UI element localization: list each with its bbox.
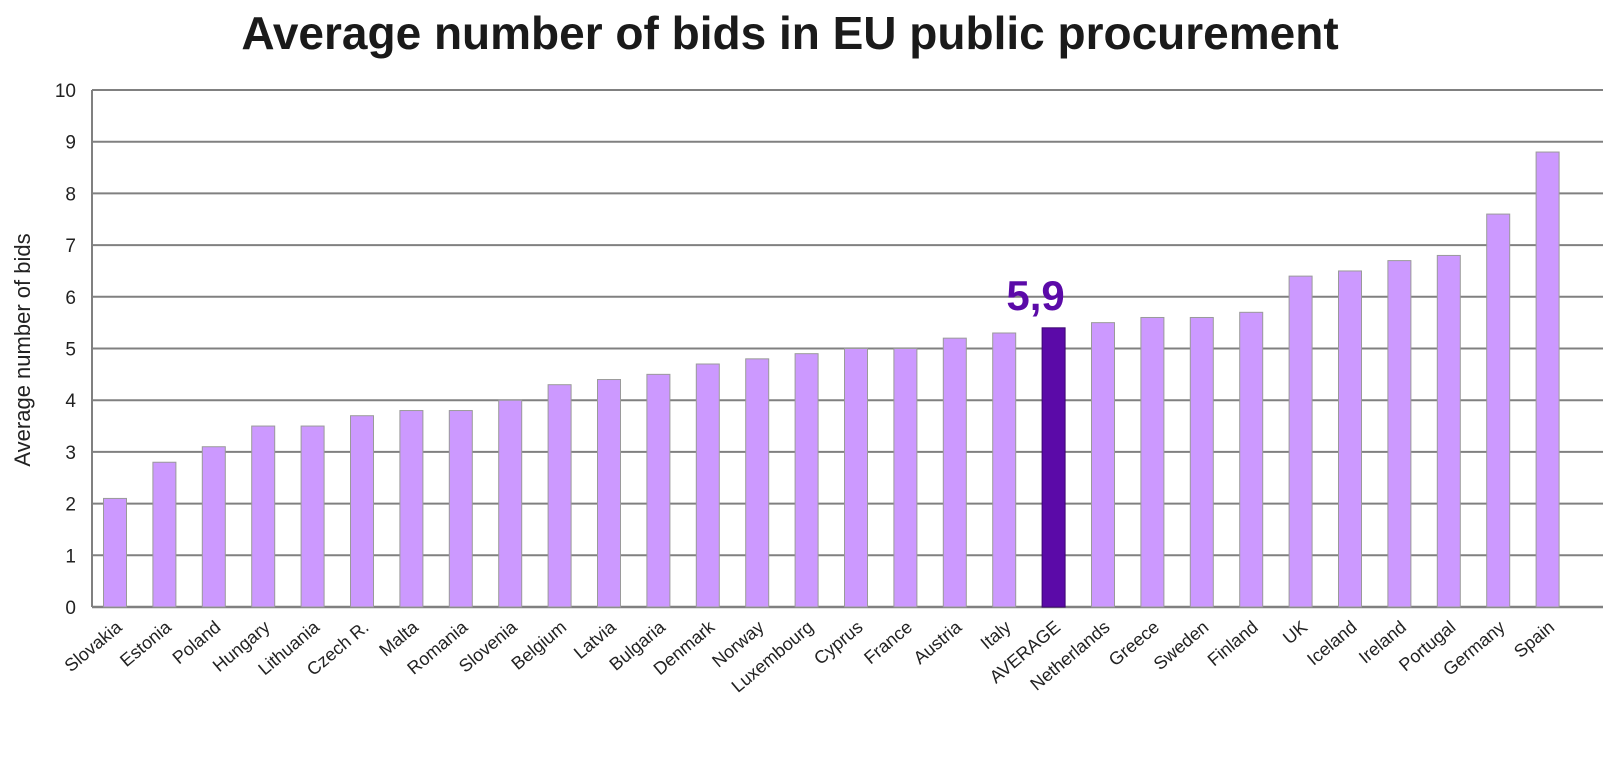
x-category-label: Italy: [977, 617, 1015, 654]
bar-latvia: [597, 379, 621, 608]
x-category-label: France: [860, 617, 916, 668]
bar-spain: [1535, 151, 1560, 608]
y-tick-label: 0: [65, 598, 76, 619]
x-category-label: Spain: [1510, 617, 1558, 662]
y-tick-label: 4: [65, 391, 76, 412]
x-category-label: Belgium: [507, 617, 570, 674]
bar-lithuania: [300, 425, 325, 608]
bar-slovakia: [103, 497, 127, 608]
x-category-label: Finland: [1204, 617, 1262, 670]
chart-title: Average number of bids in EU public proc…: [241, 7, 1339, 59]
y-tick-label: 7: [65, 236, 76, 257]
bar-denmark: [695, 363, 720, 608]
bar-cyprus: [844, 348, 868, 608]
bar-average: [1041, 327, 1066, 608]
y-tick-label: 9: [65, 133, 76, 154]
bar-malta: [399, 410, 424, 608]
bar-france: [893, 348, 918, 608]
bar-sweden: [1189, 316, 1214, 608]
x-category-label: Austria: [910, 616, 967, 668]
bar-uk: [1288, 275, 1313, 608]
x-category-label: Iceland: [1303, 617, 1360, 670]
y-tick-label: 10: [55, 81, 76, 102]
bar-romania: [448, 410, 473, 608]
x-category-label: UK: [1279, 617, 1311, 648]
bar-austria: [942, 337, 967, 608]
bar-luxembourg: [794, 353, 819, 608]
bar-greece: [1140, 316, 1165, 608]
y-tick-label: 3: [65, 443, 76, 464]
bar-italy: [992, 332, 1017, 608]
bar-belgium: [547, 384, 572, 608]
y-tick-label: 6: [65, 288, 76, 309]
bar-bulgaria: [646, 373, 671, 608]
bar-hungary: [251, 425, 276, 608]
x-category-label: Slovakia: [61, 616, 127, 676]
bars-layer: [103, 151, 1560, 608]
x-category-label: Estonia: [116, 616, 176, 671]
y-tick-label: 1: [65, 546, 76, 567]
bar-estonia: [152, 461, 177, 608]
y-tick-label: 5: [65, 340, 76, 361]
bar-germany: [1486, 213, 1511, 608]
average-annotation: 5,9: [1006, 272, 1064, 319]
bar-slovenia: [498, 399, 523, 608]
bar-poland: [201, 446, 226, 608]
bar-ireland: [1387, 260, 1412, 608]
bar-czech-r: [350, 415, 374, 608]
bar-iceland: [1338, 270, 1362, 608]
y-tick-label: 2: [65, 495, 76, 516]
bar-portugal: [1436, 254, 1461, 608]
x-category-labels: SlovakiaEstoniaPolandHungaryLithuaniaCze…: [61, 616, 1559, 696]
y-tick-labels: 0 1 2 3 4 5 6 7 8 9 10: [55, 81, 77, 619]
x-category-label: Cyprus: [810, 617, 867, 669]
y-tick-label: 8: [65, 184, 76, 205]
bar-netherlands: [1091, 322, 1115, 608]
x-category-label: Sweden: [1150, 617, 1213, 674]
bar-norway: [745, 358, 770, 608]
bar-finland: [1239, 311, 1264, 608]
y-axis-label: Average number of bids: [10, 233, 35, 466]
